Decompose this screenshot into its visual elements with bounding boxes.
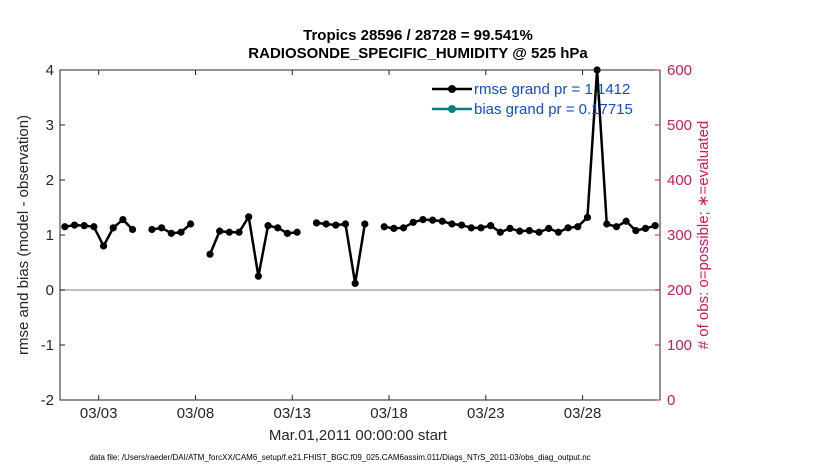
rmse-point [525, 227, 533, 235]
rmse-point [167, 229, 175, 237]
x-tick-label: 03/23 [467, 405, 505, 422]
rmse-point [245, 213, 253, 221]
legend-bias-marker [448, 105, 456, 113]
rmse-point [487, 222, 495, 230]
legend-bias-label: bias grand pr = 0.17715 [474, 101, 633, 118]
rmse-point [535, 228, 543, 236]
rmse-point [148, 225, 156, 234]
rmse-point [380, 223, 388, 231]
rmse-point [438, 217, 446, 225]
x-tick-label: 03/03 [80, 405, 118, 422]
rmse-point [177, 228, 185, 236]
x-tick-label: 03/28 [564, 405, 602, 422]
rmse-point [632, 227, 640, 235]
rmse-point [583, 213, 592, 221]
rmse-point [419, 216, 427, 224]
rmse-point [341, 220, 350, 228]
rmse-point [293, 228, 301, 236]
rmse-point [390, 224, 398, 232]
rmse-point [361, 220, 369, 228]
y2-tick-label: 500 [667, 117, 692, 134]
rmse-point [506, 224, 514, 232]
y2-axis-label: # of obs: o=possible; ∗=evaluated [695, 121, 712, 350]
rmse-point [477, 224, 485, 232]
rmse-point [351, 279, 359, 287]
rmse-point [235, 228, 243, 236]
rmse-point [312, 219, 321, 227]
rmse-point [254, 272, 262, 280]
rmse-point [332, 221, 340, 229]
rmse-point [225, 228, 233, 236]
data-file-footnote: data file: /Users/raeder/DAI/ATM_forcXX/… [89, 453, 590, 462]
rmse-point [603, 220, 611, 228]
x-tick-label: 03/08 [177, 405, 215, 422]
legend-rmse-label: rmse grand pr = 1.1412 [474, 81, 630, 98]
legend: rmse grand pr = 1.1412 bias grand pr = 0… [432, 81, 633, 118]
y2-tick-label: 600 [667, 62, 692, 79]
rmse-point [574, 223, 582, 231]
rmse-point [187, 220, 195, 228]
y-tick-label: -1 [41, 337, 54, 354]
y2-tick-label: 100 [667, 337, 692, 354]
rmse-point [99, 242, 108, 250]
rmse-point [283, 229, 292, 237]
y-axis-ticks: -2 -1 0 1 2 3 4 [41, 62, 65, 409]
rmse-point [119, 216, 127, 224]
chart-title: Tropics 28596 / 28728 = 99.541% [303, 27, 533, 44]
y-tick-label: -2 [41, 392, 54, 409]
y2-tick-label: 400 [667, 172, 692, 189]
rmse-point [409, 218, 417, 226]
rmse-point [458, 221, 466, 229]
rmse-point [206, 250, 214, 258]
x-axis-ticks: 03/03 03/08 03/13 03/18 03/23 03/28 [80, 70, 601, 422]
y-tick-label: 1 [46, 227, 54, 244]
rmse-point [158, 224, 166, 232]
rmse-point [545, 224, 553, 232]
rmse-line [208, 215, 298, 278]
x-axis-label: Mar.01,2011 00:00:00 start [269, 427, 448, 444]
rmse-point [322, 220, 330, 228]
chart-subtitle: RADIOSONDE_SPECIFIC_HUMIDITY @ 525 hPa [248, 45, 588, 62]
rmse-point [496, 228, 504, 236]
y2-tick-label: 0 [667, 392, 675, 409]
rmse-point [61, 223, 69, 231]
x-tick-label: 03/13 [273, 405, 311, 422]
y-tick-label: 2 [46, 172, 54, 189]
rmse-point [516, 227, 524, 235]
legend-rmse-marker [448, 85, 456, 93]
rmse-point [70, 221, 79, 229]
y-axis-label: rmse and bias (model - observation) [15, 115, 32, 355]
y2-tick-label: 200 [667, 282, 692, 299]
rmse-point [274, 224, 282, 232]
rmse-point [612, 223, 621, 231]
y-tick-label: 4 [46, 62, 54, 79]
y-tick-label: 3 [46, 117, 54, 134]
x-tick-label: 03/18 [370, 405, 408, 422]
rmse-point [216, 227, 224, 235]
rmse-point [90, 223, 98, 231]
plot-area [60, 70, 660, 400]
rmse-point [428, 216, 437, 224]
rmse-point [467, 224, 475, 232]
rmse-point [622, 217, 630, 225]
y2-tick-label: 300 [667, 227, 692, 244]
rmse-series [61, 66, 659, 287]
y2-axis-ticks: 0 100 200 300 400 500 600 [655, 62, 692, 409]
rmse-point [264, 222, 272, 230]
rmse-point [651, 222, 659, 230]
rmse-point [128, 225, 137, 234]
rmse-point [109, 224, 117, 232]
y-tick-label: 0 [46, 282, 54, 299]
rmse-point [399, 224, 408, 232]
rmse-point [564, 224, 572, 232]
rmse-point [448, 220, 456, 228]
rmse-point [554, 228, 562, 236]
rmse-point [641, 224, 650, 232]
rmse-point [80, 222, 88, 230]
